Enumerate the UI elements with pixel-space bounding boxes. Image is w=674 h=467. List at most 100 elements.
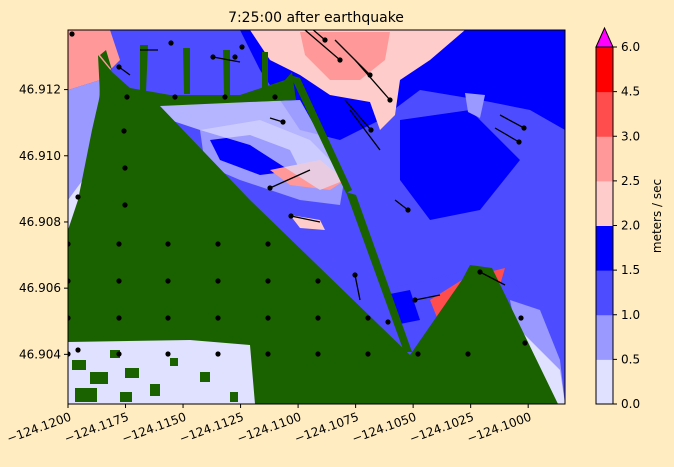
quiver-marker: [75, 194, 81, 200]
quiver-marker: [165, 241, 171, 247]
quiver-arrow: [312, 30, 326, 41]
y-tick-label: 46.908: [19, 215, 61, 229]
quiver-marker: [368, 127, 374, 133]
speed-region: [290, 215, 325, 230]
quiver-marker: [121, 128, 127, 134]
quiver-marker: [412, 297, 418, 303]
quiver-marker: [165, 315, 171, 321]
x-tick-label: −124.1150: [120, 410, 188, 446]
quiver-arrow: [212, 56, 241, 63]
x-tick-label: −124.1050: [350, 410, 418, 446]
quiver-marker: [315, 351, 321, 357]
quiver-arrow: [354, 274, 361, 301]
quiver-marker: [415, 351, 421, 357]
quiver-marker: [215, 241, 221, 247]
quiver-marker: [352, 272, 358, 278]
quiver-marker: [68, 241, 71, 247]
breakwater: [290, 75, 352, 193]
quiver-marker: [405, 207, 411, 213]
quiver-marker: [385, 319, 391, 325]
quiver-marker: [518, 315, 524, 321]
quiver-arrow: [499, 114, 525, 129]
quiver-marker: [239, 44, 245, 50]
x-tick-label: −124.1000: [465, 410, 533, 446]
speed-region: [210, 135, 300, 175]
quiver-arrow: [354, 59, 391, 101]
quiver-marker: [337, 57, 343, 63]
colorbar-tick-label: 2.0: [621, 219, 640, 233]
colorbar-tick-label: 0.0: [621, 397, 640, 411]
quiver-arrow: [304, 30, 341, 61]
quiver-marker: [68, 315, 71, 321]
speed-region: [68, 30, 120, 90]
quiver-marker: [265, 351, 271, 357]
quiver-marker: [215, 278, 221, 284]
x-tick-label: −124.1200: [5, 410, 73, 446]
quiver-arrow: [394, 199, 409, 211]
colorbar-tick-label: 6.0: [621, 40, 640, 54]
quiver-marker: [222, 94, 228, 100]
colorbar-band: [596, 136, 613, 182]
quiver-marker: [116, 278, 122, 284]
y-axis: 46.904 46.906 46.908 46.910 46.912: [19, 83, 68, 361]
quiver-marker: [69, 31, 75, 37]
quiver-arrow: [334, 39, 371, 76]
quiver-marker: [522, 340, 528, 346]
colorbar-tick-label: 1.5: [621, 263, 640, 277]
colorbar-band: [596, 314, 613, 360]
quiver-marker: [168, 40, 174, 46]
colorbar-band: [596, 270, 613, 316]
quiver-arrow: [479, 271, 506, 286]
quiver-marker: [122, 165, 128, 171]
quiver-marker: [322, 37, 328, 43]
quiver-marker: [265, 315, 271, 321]
quiver-marker: [367, 72, 373, 78]
quiver-marker: [116, 315, 122, 321]
quiver-marker: [288, 213, 294, 219]
quiver-marker: [165, 351, 171, 357]
quiver-marker: [265, 241, 271, 247]
quiver-marker: [122, 202, 128, 208]
quiver-marker: [124, 94, 130, 100]
quiver-marker: [232, 54, 238, 60]
quiver-arrows: [118, 30, 525, 301]
quiver-marker: [116, 351, 122, 357]
quiver-arrow: [344, 99, 372, 131]
colorbar-band: [596, 225, 613, 271]
y-tick-label: 46.910: [19, 149, 61, 163]
speed-region: [465, 93, 485, 118]
colorbar-tick-label: 3.0: [621, 129, 640, 143]
x-tick-label: −124.1125: [178, 410, 246, 446]
land-patches: [72, 350, 238, 402]
quiver-marker: [116, 241, 122, 247]
x-tick-label: −124.1075: [293, 410, 361, 446]
quiver-marker: [267, 185, 273, 191]
colorbar: 0.0 0.5 1.0 1.5 2.0 2.5 3.0 4.5 6.0: [595, 26, 640, 411]
x-axis: −124.1200−124.1175−124.1150−124.1125 −124…: [5, 404, 533, 446]
quiver-marker: [265, 278, 271, 284]
speed-region: [400, 110, 520, 220]
quiver-marker: [68, 351, 71, 357]
colorbar-tick-label: 0.5: [621, 352, 640, 366]
quiver-marker: [165, 278, 171, 284]
breakwater: [346, 192, 412, 352]
colorbar-extend-triangle: [595, 26, 614, 48]
colorbar-tick-label: 2.5: [621, 174, 640, 188]
land-region: [68, 55, 558, 404]
plot-area: [68, 30, 565, 404]
colorbar-tick-label: 4.5: [621, 85, 640, 99]
y-tick-label: 46.906: [19, 281, 61, 295]
colorbar-band: [596, 91, 613, 137]
quiver-marker: [315, 278, 321, 284]
speed-region: [520, 330, 565, 404]
colorbar-label: meters / sec: [650, 179, 664, 253]
x-tick-label: −124.1025: [408, 410, 476, 446]
quiver-marker: [365, 351, 371, 357]
colorbar-band: [596, 47, 613, 93]
quiver-marker: [521, 125, 527, 131]
quiver-marker: [477, 269, 483, 275]
x-tick-label: −124.1175: [63, 410, 131, 446]
quiver-arrow: [349, 109, 381, 151]
quiver-marker: [272, 94, 278, 100]
